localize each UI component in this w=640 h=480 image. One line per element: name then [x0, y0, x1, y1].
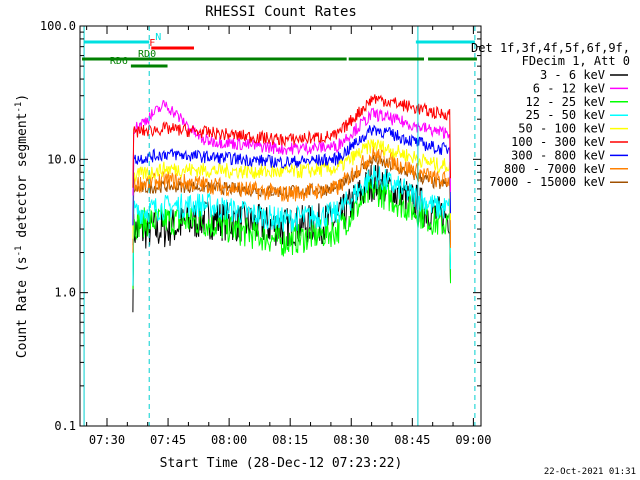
x-tick-label: 08:15 — [272, 433, 308, 447]
footer-date: 22-Oct-2021 01:31 — [544, 467, 636, 477]
series-line — [132, 177, 451, 290]
series-line — [132, 124, 451, 226]
flag-bar-label: F — [149, 38, 155, 49]
legend-entry-label: 7000 - 15000 keV — [489, 175, 605, 189]
legend-entry-label: 12 - 25 keV — [526, 95, 605, 109]
legend-entry-label: 100 - 300 keV — [511, 135, 605, 149]
x-tick-label: 07:30 — [89, 433, 125, 447]
y-tick-label: 0.1 — [54, 419, 76, 433]
series-line — [132, 138, 451, 239]
series-traces — [132, 94, 451, 313]
legend-entry-label: 50 - 100 keV — [518, 122, 605, 136]
legend-header-line-2: FDecim 1, Att 0 — [522, 54, 630, 68]
x-tick-label: 09:00 — [455, 433, 491, 447]
flag-bar-label: N — [155, 32, 161, 43]
legend-header-line-1: Det 1f,3f,4f,5f,6f,9f, — [471, 41, 630, 55]
legend-entry-label: 25 - 50 keV — [526, 108, 605, 122]
chart-title: RHESSI Count Rates — [205, 4, 357, 20]
series-line — [132, 99, 451, 196]
y-label-exp-1: -1 — [14, 246, 24, 257]
y-label-part-1: Count Rate (s — [15, 256, 30, 358]
flag-bar-label: RD0 — [138, 49, 156, 60]
legend-entry-label: 300 - 800 keV — [511, 148, 605, 162]
y-label-part-3: ) — [15, 94, 30, 102]
legend-entry-label: 6 - 12 keV — [533, 81, 605, 95]
legend-entry-label: 3 - 6 keV — [540, 68, 605, 82]
legend: Det 1f,3f,4f,5f,6f,9f, FDecim 1, Att 0 3… — [471, 41, 630, 189]
y-tick-label: 1.0 — [54, 286, 76, 300]
x-tick-label: 08:45 — [394, 433, 430, 447]
flag-bar-label: RD6 — [110, 56, 128, 67]
plot-frame — [79, 25, 482, 427]
series-line — [132, 94, 451, 188]
y-label-part-2: detector segment — [15, 113, 30, 246]
x-axis: 07:30 07:45 08:00 08:15 08:30 08:45 09:00 — [86, 26, 491, 447]
x-tick-label: 07:45 — [150, 433, 186, 447]
x-tick-label: 08:30 — [333, 433, 369, 447]
y-axis: 0.1 1.0 10.0 100.0 — [40, 19, 481, 433]
legend-entry-label: 800 - 7000 keV — [504, 162, 605, 176]
y-label-exp-2: -1 — [14, 102, 24, 113]
y-axis-label: Count Rate (s-1 detector segment-1) — [14, 94, 30, 358]
x-tick-label: 08:00 — [211, 433, 247, 447]
series-line — [132, 146, 451, 253]
x-axis-label: Start Time (28-Dec-12 07:23:22) — [160, 456, 403, 471]
y-tick-label: 100.0 — [40, 19, 76, 33]
y-tick-label: 10.0 — [47, 152, 76, 166]
series-line — [132, 165, 451, 286]
